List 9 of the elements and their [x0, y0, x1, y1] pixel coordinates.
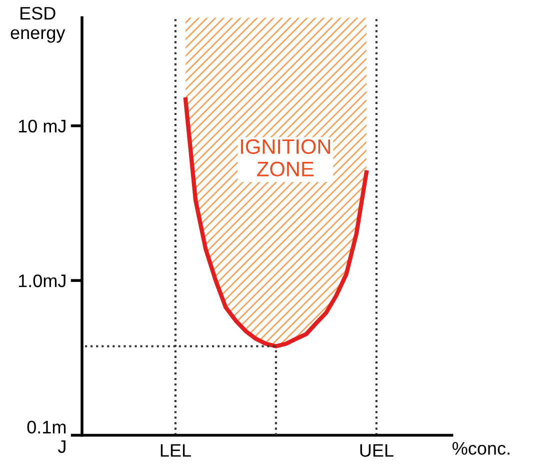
- y-axis-title: ESD energy: [10, 6, 66, 43]
- x-tick-label: UEL: [360, 444, 394, 457]
- line-series: [183, 97, 369, 348]
- annotation: IGNITION ZONE: [241, 139, 330, 176]
- x-tick-label: LEL: [160, 444, 191, 457]
- y-tick-label: 0.1m J: [27, 420, 66, 453]
- y-tick-label: 1.0mJ: [18, 274, 66, 288]
- x-axis-title: %conc.: [452, 442, 510, 455]
- y-tick-label: 10 mJ: [18, 120, 66, 132]
